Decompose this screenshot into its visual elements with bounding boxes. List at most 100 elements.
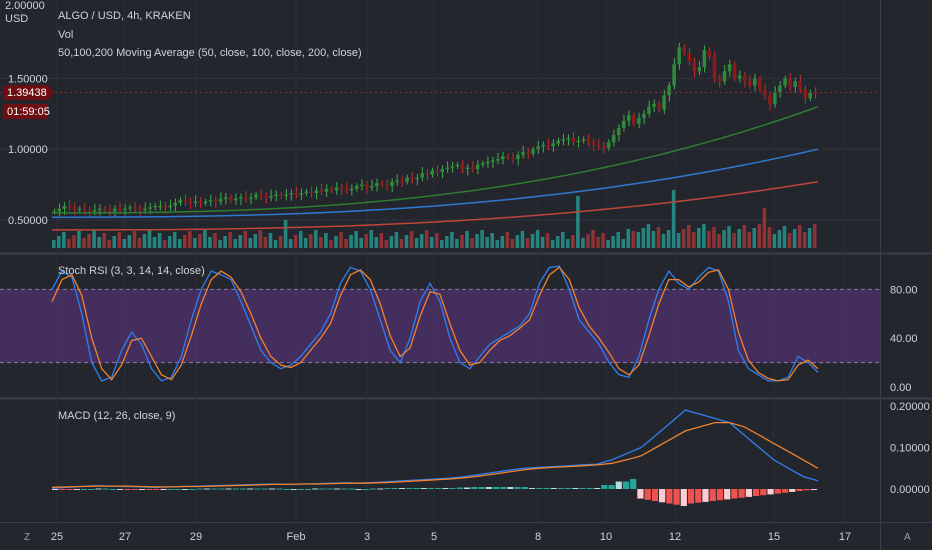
candle-body[interactable] xyxy=(97,208,102,211)
candle-body[interactable] xyxy=(667,85,671,96)
candle-body[interactable] xyxy=(329,188,334,191)
candle-body[interactable] xyxy=(369,186,374,188)
candle-body[interactable] xyxy=(112,208,117,212)
macd-pane[interactable] xyxy=(0,400,880,522)
candle-body[interactable] xyxy=(77,208,82,211)
candle-body[interactable] xyxy=(143,208,147,211)
candle-body[interactable] xyxy=(203,201,208,204)
candle-body[interactable] xyxy=(314,190,319,194)
candle-body[interactable] xyxy=(223,197,228,199)
candle-body[interactable] xyxy=(405,177,409,182)
candle-body[interactable] xyxy=(778,85,782,93)
candle-body[interactable] xyxy=(198,201,203,204)
candle-body[interactable] xyxy=(727,64,732,72)
candle-body[interactable] xyxy=(254,194,258,198)
candle-body[interactable] xyxy=(102,208,107,211)
candle-body[interactable] xyxy=(758,78,762,90)
candle-body[interactable] xyxy=(249,197,253,199)
candle-body[interactable] xyxy=(773,92,777,104)
candle-body[interactable] xyxy=(571,137,576,143)
volume-indicator-label[interactable]: Vol xyxy=(58,29,73,41)
candle-body[interactable] xyxy=(455,164,460,167)
price-axis[interactable] xyxy=(880,0,932,522)
candle-body[interactable] xyxy=(712,57,717,79)
candle-body[interactable] xyxy=(128,207,132,209)
candle-body[interactable] xyxy=(511,157,515,160)
candle-body[interactable] xyxy=(400,180,404,182)
candle-body[interactable] xyxy=(163,205,167,208)
candle-body[interactable] xyxy=(380,183,384,185)
candle-body[interactable] xyxy=(284,194,288,197)
candle-body[interactable] xyxy=(62,205,67,209)
candle-body[interactable] xyxy=(480,163,485,165)
candle-body[interactable] xyxy=(67,205,72,208)
candle-body[interactable] xyxy=(440,169,445,172)
candle-body[interactable] xyxy=(763,89,767,96)
candle-body[interactable] xyxy=(485,161,490,164)
ma-indicator-label[interactable]: 50,100,200 Moving Average (50, close, 10… xyxy=(58,47,362,59)
candle-body[interactable] xyxy=(208,200,213,202)
candle-body[interactable] xyxy=(415,177,419,180)
macd-indicator-label[interactable]: MACD (12, 26, close, 9) xyxy=(58,410,175,422)
candle-body[interactable] xyxy=(531,149,535,154)
candle-body[interactable] xyxy=(470,167,475,170)
candle-body[interactable] xyxy=(516,154,520,160)
candle-body[interactable] xyxy=(611,135,616,143)
candle-body[interactable] xyxy=(601,146,606,148)
candle-body[interactable] xyxy=(57,208,62,212)
candle-body[interactable] xyxy=(752,78,757,86)
candle-body[interactable] xyxy=(521,152,525,155)
candle-body[interactable] xyxy=(501,156,505,160)
timezone-button[interactable]: Z xyxy=(24,532,30,543)
candle-body[interactable] xyxy=(526,152,530,154)
candle-body[interactable] xyxy=(92,210,97,212)
candle-body[interactable] xyxy=(173,203,177,206)
candle-body[interactable] xyxy=(576,140,581,143)
candle-body[interactable] xyxy=(274,194,278,197)
candle-body[interactable] xyxy=(490,160,495,163)
candle-body[interactable] xyxy=(677,47,681,65)
candle-body[interactable] xyxy=(682,47,686,53)
candle-body[interactable] xyxy=(133,207,137,209)
candle-body[interactable] xyxy=(662,95,666,110)
candle-body[interactable] xyxy=(319,190,324,192)
candle-body[interactable] xyxy=(506,156,510,158)
candle-body[interactable] xyxy=(642,113,646,119)
candle-body[interactable] xyxy=(637,118,641,124)
candle-body[interactable] xyxy=(82,208,87,211)
candle-body[interactable] xyxy=(435,170,440,172)
candle-body[interactable] xyxy=(596,144,601,147)
candle-body[interactable] xyxy=(294,193,298,195)
candle-body[interactable] xyxy=(390,181,394,187)
candle-body[interactable] xyxy=(606,142,611,148)
candle-body[interactable] xyxy=(334,187,339,191)
candle-body[interactable] xyxy=(218,198,223,202)
candle-body[interactable] xyxy=(707,50,712,58)
time-axis[interactable] xyxy=(0,522,932,550)
candle-body[interactable] xyxy=(450,166,455,168)
candle-body[interactable] xyxy=(808,92,812,99)
candle-body[interactable] xyxy=(692,61,697,72)
candle-body[interactable] xyxy=(556,140,560,144)
candle-body[interactable] xyxy=(561,139,566,141)
candle-body[interactable] xyxy=(621,120,626,128)
candle-body[interactable] xyxy=(747,81,752,86)
candle-body[interactable] xyxy=(702,50,707,68)
candle-body[interactable] xyxy=(722,71,727,82)
candle-body[interactable] xyxy=(123,208,127,211)
candle-body[interactable] xyxy=(244,197,248,199)
candle-body[interactable] xyxy=(465,167,470,170)
candle-body[interactable] xyxy=(349,188,354,191)
candle-body[interactable] xyxy=(581,139,586,141)
candle-body[interactable] xyxy=(627,115,631,121)
candle-body[interactable] xyxy=(742,75,747,82)
candle-body[interactable] xyxy=(309,191,314,194)
candle-body[interactable] xyxy=(158,205,162,208)
candle-body[interactable] xyxy=(304,191,309,194)
candle-body[interactable] xyxy=(536,146,540,150)
candle-body[interactable] xyxy=(687,52,692,62)
candle-body[interactable] xyxy=(652,103,656,107)
candle-body[interactable] xyxy=(420,173,424,178)
candle-body[interactable] xyxy=(289,193,293,195)
